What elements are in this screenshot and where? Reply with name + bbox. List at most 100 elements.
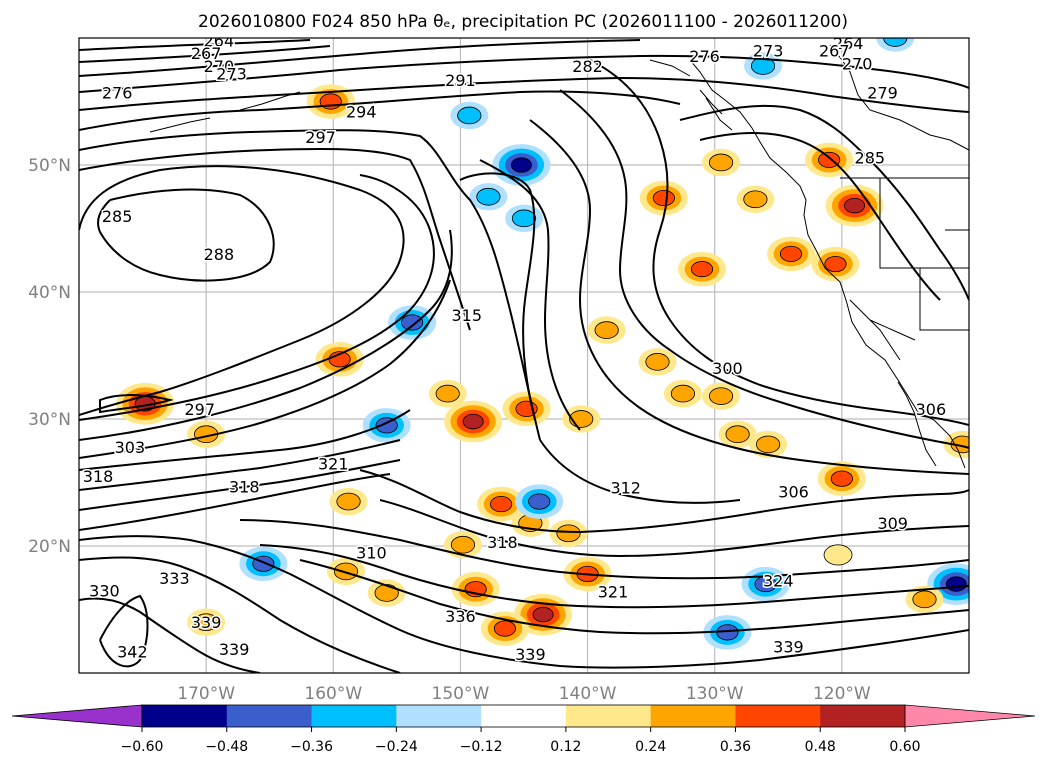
contour-label: 267	[191, 44, 222, 63]
precip-level	[652, 189, 675, 207]
contour-label: 312	[610, 479, 641, 498]
precip-blob	[327, 557, 365, 586]
precip-blob	[663, 379, 702, 408]
y-tick-label: 20°N	[28, 537, 71, 557]
precip-level	[779, 245, 803, 262]
y-tick-label: 30°N	[28, 410, 71, 430]
contour-label: 321	[318, 454, 349, 473]
precip-level	[493, 620, 516, 637]
contour-label: 264	[833, 34, 864, 53]
colorbar-outline	[141, 704, 906, 728]
precip-level	[708, 387, 734, 405]
colorbar-tick-label: 0.48	[805, 739, 836, 755]
x-tick-label: 140°W	[559, 684, 617, 704]
x-tick-label: 150°W	[432, 684, 490, 704]
precip-level	[457, 106, 482, 125]
contour-label: 306	[916, 400, 947, 419]
theta-e-contours	[79, 39, 969, 673]
precip-blob	[549, 519, 588, 547]
precip-level	[375, 417, 398, 434]
contour-label: 339	[191, 613, 222, 632]
contour-label: 318	[487, 533, 518, 552]
colorbar-tick-label: −0.48	[205, 739, 248, 755]
precip-blob	[480, 611, 529, 646]
precip-blob	[562, 405, 601, 433]
contour-label: 300	[712, 359, 743, 378]
precip-blob	[817, 461, 866, 496]
precip-blob	[450, 101, 489, 130]
precip-level	[510, 157, 532, 173]
x-tick-label: 120°W	[813, 684, 871, 704]
precip-blob	[702, 148, 741, 177]
precip-level	[528, 493, 551, 510]
colorbar-tick-label: −0.24	[375, 739, 418, 755]
precip-level	[194, 613, 219, 632]
precip-level	[645, 353, 670, 371]
precip-blob	[736, 185, 775, 213]
contour-label: 270	[204, 57, 235, 76]
precip-level	[556, 524, 581, 543]
contour-label: 291	[445, 71, 476, 90]
colorbar-tick-label: 0.36	[720, 739, 751, 755]
precip-level	[830, 470, 853, 487]
precip-blob	[678, 251, 726, 287]
precip-level	[690, 261, 714, 278]
precip-blob	[811, 246, 860, 282]
precip-level	[756, 435, 781, 454]
y-tick-label: 40°N	[28, 283, 71, 303]
colorbar-tick-label: −0.60	[121, 739, 164, 755]
contour-label: 318	[229, 477, 260, 496]
precip-blob	[116, 382, 175, 425]
colorbar-extend-low	[11, 704, 143, 728]
colorbar-segment	[396, 705, 482, 727]
x-tick-label: 160°W	[304, 684, 362, 704]
y-tick-label: 50°N	[28, 156, 71, 176]
contour-label: 315	[452, 306, 483, 325]
contour-label: 273	[753, 42, 784, 61]
precip-level	[511, 209, 537, 228]
precip-blob	[702, 382, 741, 410]
precip-blob	[905, 585, 944, 614]
precip-blob	[749, 430, 788, 459]
precip-level	[401, 314, 424, 331]
precip-level	[725, 425, 750, 444]
precip-blob	[823, 544, 853, 566]
precip-level	[844, 197, 866, 214]
precip-level	[750, 57, 776, 75]
chart-title: 2026010800 F024 850 hPa θₑ, precipitatio…	[198, 12, 848, 32]
precip-blob	[515, 484, 564, 519]
contour-label: 267	[819, 42, 850, 61]
contour-label: 303	[115, 438, 146, 457]
contour-label: 318	[83, 467, 114, 486]
contour-label: 285	[102, 207, 133, 226]
precip-blob	[443, 531, 482, 559]
contour-label: 336	[445, 607, 476, 626]
colorbar-tick-label: 0.24	[635, 739, 666, 755]
precip-level	[818, 151, 841, 169]
contour-label: 279	[867, 84, 898, 103]
precip-blob	[367, 579, 406, 607]
precip-level	[708, 153, 734, 172]
contour-label: 276	[102, 84, 133, 103]
contour-label: 276	[689, 47, 720, 66]
precip-blob	[444, 400, 503, 443]
precip-blob	[805, 142, 854, 178]
colorbar-tick-label: −0.36	[290, 739, 333, 755]
contour-label: 339	[773, 637, 804, 656]
colorbar-segment	[226, 705, 313, 727]
precip-level	[945, 576, 967, 592]
precip-blob	[187, 608, 226, 636]
precip-blob	[638, 348, 677, 376]
colorbar-segment	[311, 705, 397, 727]
contour-label: 321	[598, 583, 629, 602]
x-tick-label: 170°W	[177, 684, 235, 704]
precip-level	[743, 190, 768, 209]
precip-level	[476, 187, 501, 206]
precip-blob	[703, 615, 752, 650]
colorbar-segment	[820, 705, 906, 727]
precip-level	[594, 321, 619, 339]
precip-blob	[825, 184, 884, 227]
colorbar-tick-label: 0.60	[889, 739, 920, 755]
